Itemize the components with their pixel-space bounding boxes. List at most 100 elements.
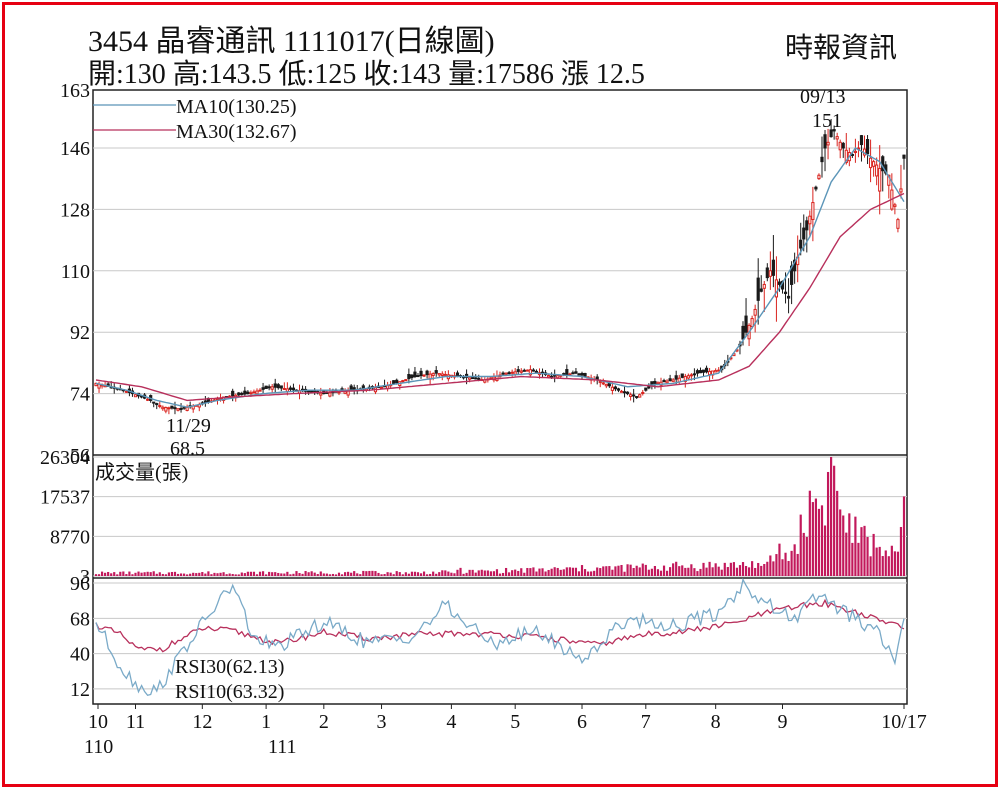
candle-body bbox=[152, 401, 156, 404]
volume-bar bbox=[866, 536, 869, 576]
volume-bar bbox=[857, 542, 860, 576]
candle-body bbox=[644, 387, 648, 391]
volume-bar bbox=[128, 571, 131, 576]
volume-bar bbox=[675, 561, 678, 576]
candle-body bbox=[607, 382, 611, 387]
volume-bar bbox=[526, 567, 529, 576]
candle-body bbox=[525, 369, 529, 372]
volume-bar bbox=[125, 574, 128, 576]
volume-bar bbox=[471, 569, 474, 576]
candle-body bbox=[258, 389, 262, 392]
candle-body bbox=[288, 387, 292, 390]
volume-bar bbox=[735, 567, 739, 576]
volume-bar bbox=[784, 552, 787, 576]
candle-body bbox=[805, 220, 809, 231]
volume-bar bbox=[277, 572, 280, 576]
candle-body bbox=[622, 391, 627, 394]
volume-bar bbox=[662, 565, 666, 576]
candle-body bbox=[516, 369, 520, 372]
volume-bar bbox=[337, 572, 341, 576]
volume-bar bbox=[799, 514, 802, 576]
candle-body bbox=[547, 375, 551, 378]
volume-bar bbox=[590, 571, 593, 576]
volume-bar bbox=[550, 568, 553, 576]
volume-bar bbox=[644, 564, 647, 576]
candle-body bbox=[255, 390, 259, 395]
volume-bar bbox=[656, 569, 660, 576]
volume-bar bbox=[611, 569, 614, 576]
volume-bar bbox=[489, 571, 492, 576]
x-tick-label: 7 bbox=[641, 711, 651, 733]
candle-body bbox=[865, 139, 870, 155]
volume-bar bbox=[790, 550, 793, 576]
year-label-111: 111 bbox=[268, 736, 297, 758]
candle-body bbox=[859, 135, 864, 146]
volume-bar bbox=[751, 561, 754, 576]
volume-bar bbox=[514, 569, 517, 576]
volume-bar bbox=[672, 563, 675, 576]
candle-body bbox=[701, 369, 706, 373]
volume-bar bbox=[195, 573, 198, 576]
candle-body bbox=[583, 373, 587, 377]
candle-body bbox=[625, 391, 630, 395]
volume-bar bbox=[258, 571, 262, 576]
volume-bar bbox=[280, 573, 283, 576]
candle-body bbox=[264, 385, 268, 389]
volume-bar bbox=[635, 565, 638, 576]
candle-body bbox=[437, 373, 441, 376]
volume-bar bbox=[307, 572, 310, 576]
candle-body bbox=[392, 380, 396, 385]
volume-bar bbox=[371, 570, 374, 576]
candle-body bbox=[704, 367, 709, 373]
candle-body bbox=[249, 392, 253, 395]
candle-body bbox=[571, 372, 575, 375]
volume-bar bbox=[410, 571, 414, 576]
volume-bar bbox=[143, 572, 146, 576]
candle-body bbox=[708, 370, 712, 376]
candle-body bbox=[279, 385, 283, 389]
volume-bar bbox=[389, 572, 392, 576]
candle-body bbox=[689, 374, 693, 377]
price-tick-label: 163 bbox=[60, 80, 90, 102]
candle-body bbox=[820, 156, 824, 163]
volume-bar bbox=[301, 573, 304, 576]
volume-bar bbox=[231, 573, 234, 576]
candle-body bbox=[434, 370, 438, 374]
volume-bar bbox=[787, 560, 790, 576]
volume-bar bbox=[535, 571, 538, 576]
candle-body bbox=[531, 369, 536, 372]
volume-bar bbox=[340, 574, 344, 576]
candle-body bbox=[443, 373, 447, 376]
volume-bar bbox=[520, 568, 523, 576]
volume-bar bbox=[638, 567, 641, 576]
volume-bar bbox=[647, 569, 650, 576]
volume-bar bbox=[113, 572, 116, 576]
candle-body bbox=[671, 379, 675, 383]
candle-body bbox=[641, 391, 645, 394]
candle-body bbox=[440, 373, 444, 376]
candle-body bbox=[841, 142, 845, 149]
volume-bar bbox=[331, 573, 335, 576]
candle-body bbox=[276, 384, 280, 389]
volume-bar bbox=[681, 565, 684, 576]
volume-bar bbox=[878, 546, 881, 576]
volume-bar bbox=[826, 471, 830, 576]
volume-bar bbox=[881, 556, 884, 576]
volume-bar bbox=[298, 573, 301, 576]
volume-bar bbox=[702, 562, 705, 576]
candle-body bbox=[893, 204, 897, 207]
volume-bar bbox=[186, 574, 189, 576]
volume-bar bbox=[574, 567, 578, 576]
volume-bar bbox=[690, 564, 693, 576]
volume-bar bbox=[614, 566, 617, 576]
volume-bar bbox=[283, 573, 286, 576]
candle-body bbox=[407, 374, 411, 380]
x-tick-label: 12 bbox=[192, 711, 212, 733]
candle-body bbox=[167, 407, 171, 410]
candle-body bbox=[185, 406, 189, 411]
volume-bar bbox=[772, 561, 775, 576]
volume-bar bbox=[334, 574, 338, 576]
candle-body bbox=[471, 377, 475, 380]
price-tick-label: 128 bbox=[60, 199, 90, 221]
volume-bar bbox=[304, 571, 307, 576]
